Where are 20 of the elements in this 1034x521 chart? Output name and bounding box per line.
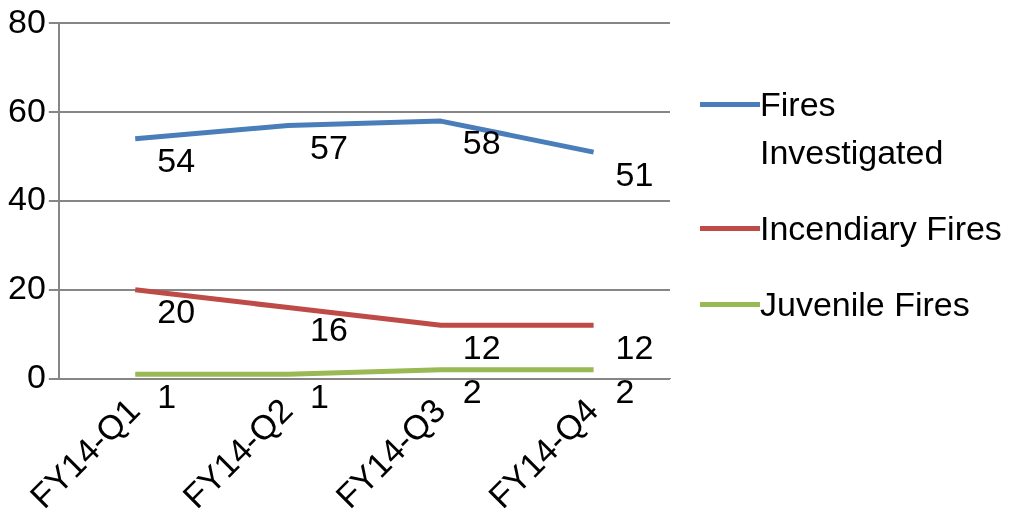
data-label: 54 [157,141,196,180]
y-tick-label: 0 [26,356,46,395]
data-label: 2 [462,372,482,411]
data-label: 57 [310,127,348,166]
y-tick-label: 20 [7,268,46,307]
data-label: 16 [310,309,348,348]
y-tick-label: 40 [7,179,46,218]
data-label: 58 [462,123,501,162]
data-label: 2 [615,372,635,411]
legend-label: Fires Investigated [760,84,945,173]
data-label: 12 [462,327,501,366]
data-label: 1 [310,376,329,415]
legend-label: Juvenile Fires [760,284,970,325]
y-tick-label: 60 [7,90,46,129]
data-label: 1 [157,376,177,415]
y-tick-label: 80 [7,1,46,40]
data-label: 20 [157,292,196,331]
legend-label: Incendiary Fires [760,208,1002,249]
data-label: 51 [615,154,654,193]
data-label: 12 [615,327,654,366]
